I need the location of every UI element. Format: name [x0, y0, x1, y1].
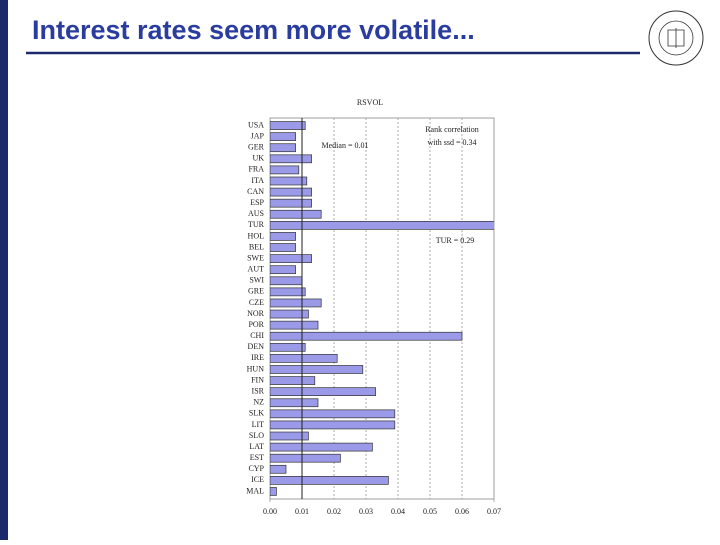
- y-tick-label: LIT: [252, 420, 265, 429]
- y-tick-label: SLO: [249, 431, 264, 440]
- y-tick-label: HOL: [248, 231, 265, 240]
- y-tick-label: HUN: [247, 364, 265, 373]
- bar: [270, 143, 296, 153]
- y-tick-label: EST: [250, 453, 264, 462]
- y-tick-label: TUR: [248, 220, 265, 229]
- x-tick-label: 0.05: [423, 507, 437, 516]
- slide-title: Interest rates seem more volatile...: [32, 15, 475, 45]
- y-tick-label: GER: [248, 143, 265, 152]
- plot-frame: [269, 117, 495, 500]
- y-tick-label: NZ: [253, 398, 264, 407]
- bar: [270, 354, 338, 363]
- x-tick-label: 0.03: [359, 507, 373, 516]
- bar: [270, 121, 306, 130]
- y-tick-label: JAP: [251, 131, 265, 140]
- y-tick-label: UK: [252, 154, 264, 163]
- y-tick-label: LAT: [249, 442, 264, 451]
- bar: [270, 398, 319, 408]
- x-tick-label: 0.02: [327, 507, 341, 516]
- bar: [270, 187, 312, 197]
- bar: [270, 209, 322, 219]
- y-tick-label: AUT: [248, 265, 265, 274]
- annotation: Rank correlation: [425, 125, 479, 134]
- bar: [270, 476, 389, 485]
- y-tick-label: DEN: [248, 342, 265, 351]
- bar: [270, 331, 463, 341]
- bar: [270, 287, 306, 297]
- chart-title: RSVOL: [357, 98, 383, 107]
- bar: [270, 198, 312, 208]
- bar: [270, 409, 396, 419]
- logo: [648, 10, 704, 66]
- y-tick-label: POR: [248, 320, 264, 329]
- y-tick-label: CAN: [247, 187, 264, 196]
- bar: [270, 220, 494, 230]
- y-tick-label: CZE: [249, 298, 264, 307]
- y-tick-label: ICE: [251, 475, 264, 484]
- y-tick-label: MAL: [246, 486, 264, 495]
- y-tick-label: FIN: [251, 375, 264, 384]
- bar: [270, 265, 296, 275]
- bar: [270, 387, 376, 397]
- y-tick-label: SLK: [249, 409, 264, 418]
- bar: [270, 165, 300, 175]
- y-tick-label: SWI: [249, 276, 264, 285]
- y-tick-label: ISR: [252, 386, 265, 395]
- annotation: Median = 0.01: [322, 141, 369, 150]
- bar: [270, 243, 296, 252]
- x-tick-label: 0.00: [263, 507, 277, 516]
- x-tick-label: 0.06: [455, 507, 469, 516]
- bar: [270, 154, 312, 164]
- bar: [270, 420, 396, 430]
- bar: [270, 232, 296, 241]
- bar: [270, 442, 373, 452]
- y-tick-label: SWE: [247, 253, 264, 262]
- bar: [270, 276, 303, 286]
- bar: [270, 464, 287, 474]
- bar: [270, 365, 364, 374]
- y-tick-label: IRE: [251, 353, 264, 362]
- x-tick-label: 0.01: [295, 507, 309, 516]
- y-tick-label: FRA: [248, 165, 264, 174]
- x-tick-label: 0.07: [487, 507, 501, 516]
- y-tick-label: AUS: [248, 209, 264, 218]
- chart: RSVOL 0.00 0.01 0.02 0.03 0.04 0.05 0.06 0.07 USA…: [246, 98, 501, 516]
- y-tick-label: BEL: [249, 242, 264, 251]
- y-tick-label: GRE: [248, 287, 264, 296]
- bar: [270, 342, 306, 352]
- bar: [270, 487, 277, 496]
- bar: [270, 254, 312, 263]
- x-tick-label: 0.04: [391, 507, 405, 516]
- bar: [270, 431, 309, 441]
- annotation: TUR = 0.29: [436, 236, 475, 245]
- bar: [270, 176, 308, 186]
- bar: [270, 309, 309, 319]
- y-tick-label: USA: [248, 120, 264, 129]
- y-tick-label: CHI: [250, 331, 264, 340]
- bar: [270, 320, 319, 330]
- y-tick-label: NOR: [247, 309, 265, 318]
- bar: [270, 453, 341, 463]
- y-tick-label: ESP: [250, 198, 264, 207]
- y-tick-label: CYP: [248, 464, 264, 473]
- bar: [270, 298, 322, 308]
- y-tick-label: ITA: [251, 176, 264, 185]
- bar: [270, 132, 296, 141]
- side-strip: [0, 0, 8, 540]
- bar: [270, 376, 316, 385]
- annotation: with ssd = 0.34: [428, 138, 477, 147]
